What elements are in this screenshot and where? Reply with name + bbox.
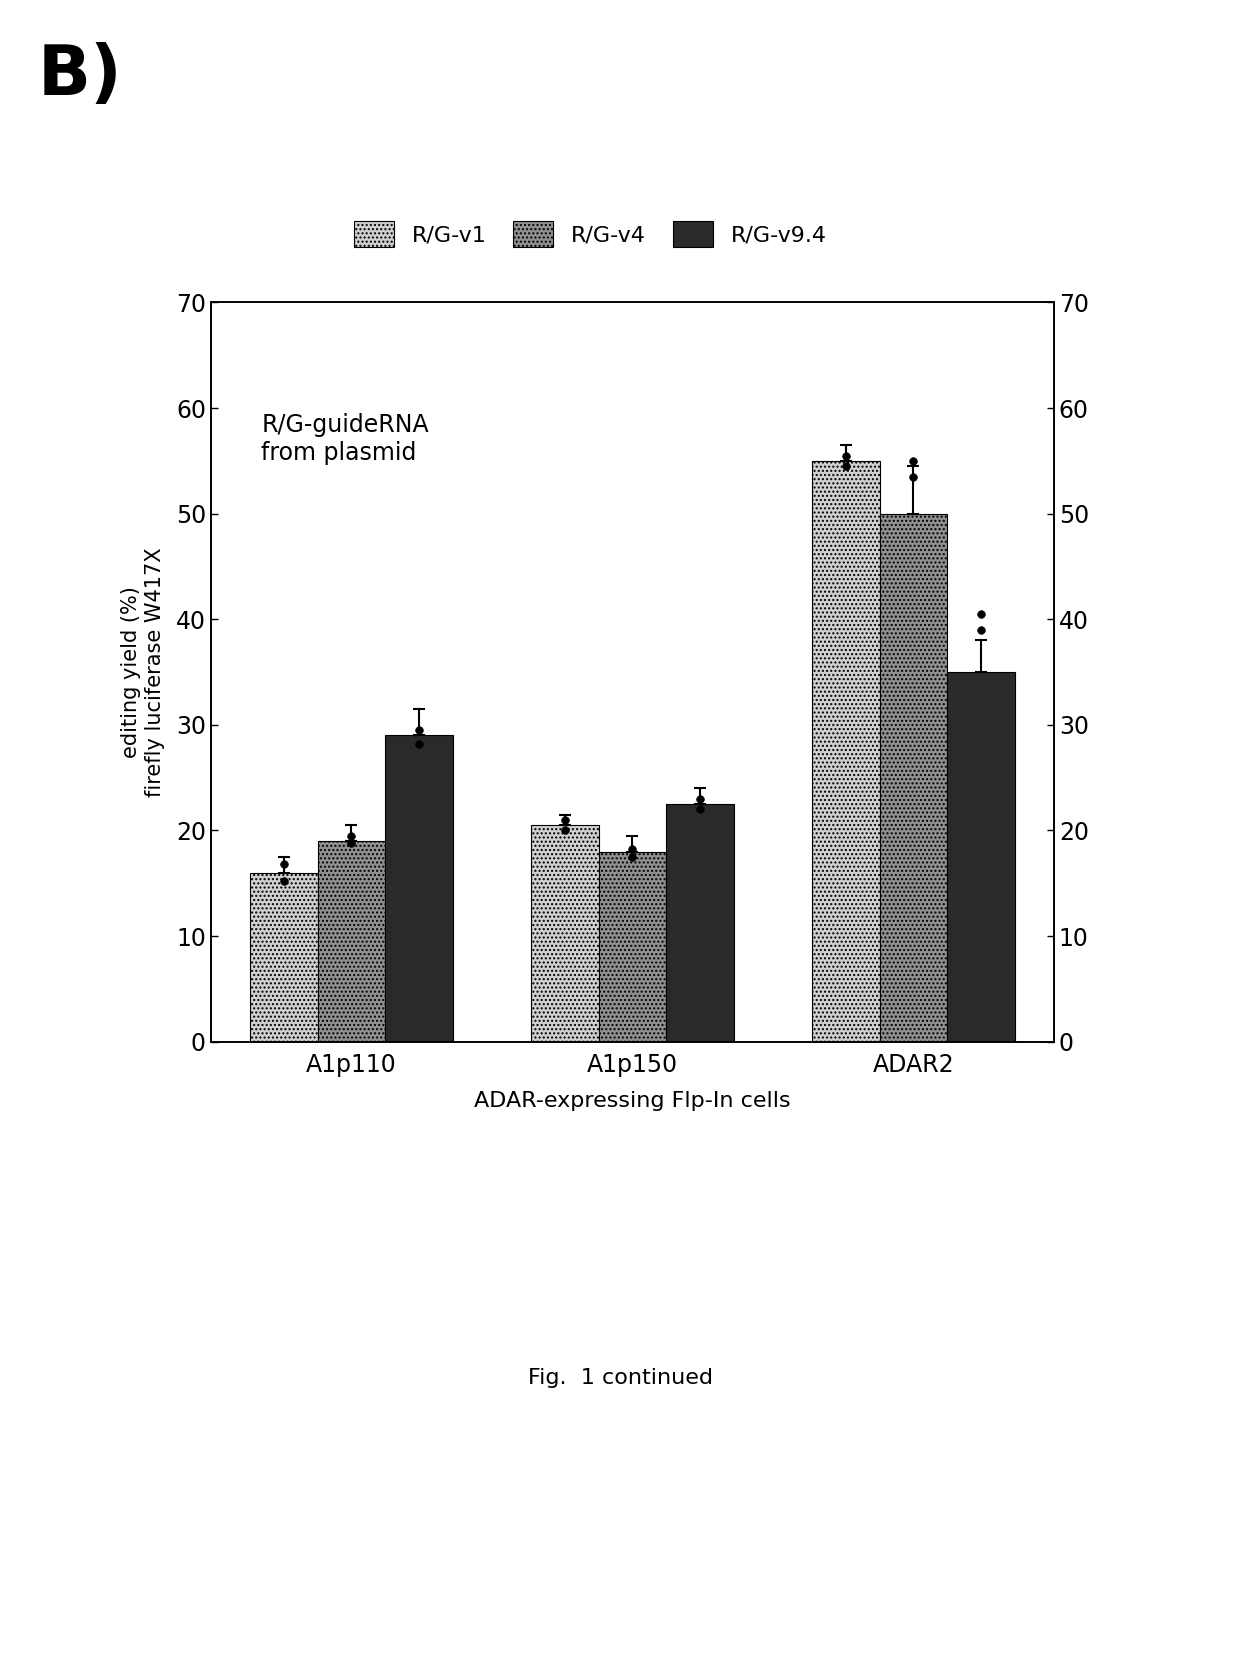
Bar xyxy=(947,672,1014,1042)
Legend: R/G-v1, R/G-v4, R/G-v9.4: R/G-v1, R/G-v4, R/G-v9.4 xyxy=(355,222,826,247)
Bar xyxy=(879,514,947,1042)
Bar xyxy=(666,805,734,1042)
Bar xyxy=(599,852,666,1042)
X-axis label: ADAR-expressing Flp-In cells: ADAR-expressing Flp-In cells xyxy=(474,1090,791,1110)
Text: Fig.  1 continued: Fig. 1 continued xyxy=(527,1368,713,1388)
Bar xyxy=(317,842,386,1042)
Text: R/G-guideRNA
from plasmid: R/G-guideRNA from plasmid xyxy=(262,413,429,465)
Y-axis label: editing yield (%)
firefly luciferase W417X: editing yield (%) firefly luciferase W41… xyxy=(122,548,165,796)
Bar xyxy=(812,460,879,1042)
Text: B): B) xyxy=(37,42,122,109)
Bar xyxy=(386,736,453,1042)
Bar xyxy=(250,872,317,1042)
Bar xyxy=(531,825,599,1042)
